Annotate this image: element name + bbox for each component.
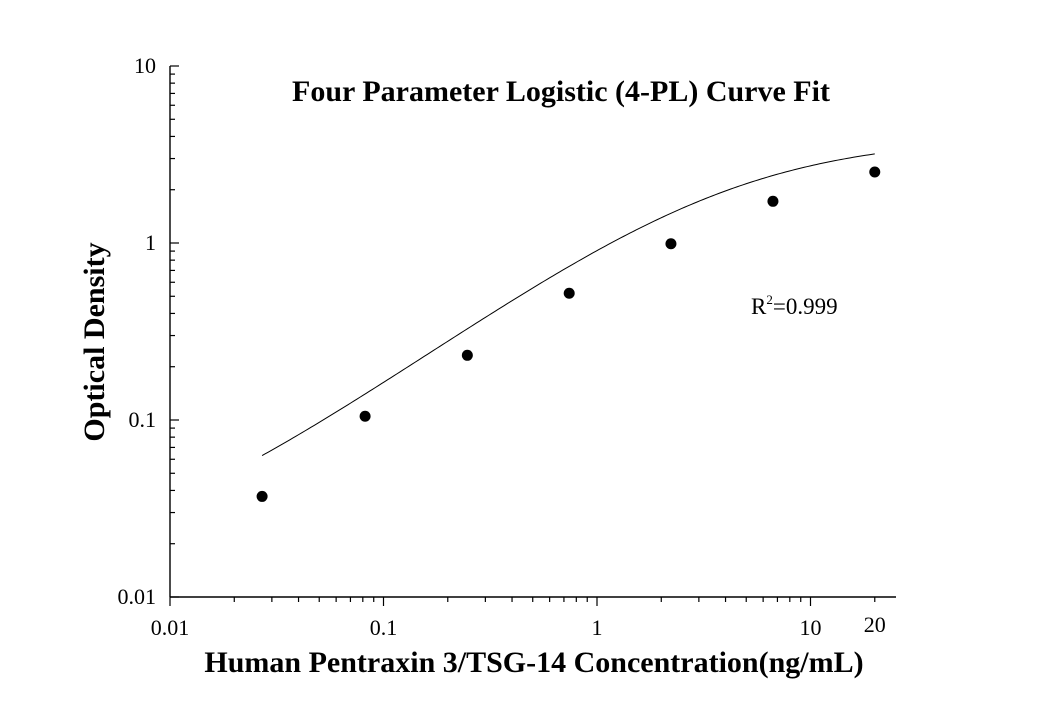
data-point: [461, 349, 473, 361]
y-axis-ticks: 0.01 0.1 1 10: [118, 53, 179, 609]
y-tick-label: 0.01: [118, 584, 157, 609]
chart-title: Four Parameter Logistic (4-PL) Curve Fit: [292, 75, 830, 108]
r2-value: =0.999: [773, 294, 838, 319]
fit-curve: [261, 153, 875, 456]
y-axis-label: Optical Density: [78, 242, 111, 441]
data-points: [256, 166, 881, 502]
data-point: [256, 490, 268, 502]
r2-superscript: 2: [766, 292, 773, 307]
data-point: [359, 410, 371, 422]
x-tick-label: 0.01: [151, 615, 190, 640]
x-tick-label: 0.1: [370, 615, 398, 640]
data-point: [665, 238, 677, 250]
x-axis-ticks: 0.01 0.1 1 10 20: [151, 597, 886, 640]
r2-annotation: R2=0.999: [751, 292, 838, 319]
x-tick-label: 10: [800, 615, 822, 640]
y-tick-label: 1: [145, 230, 156, 255]
plot-area: 0.01 0.1 1 10 0.01 0.1 1 10 20: [118, 53, 896, 640]
x-tick-label: 20: [864, 612, 886, 637]
y-tick-label: 10: [134, 53, 156, 78]
x-axis-label: Human Pentraxin 3/TSG-14 Concentration(n…: [204, 646, 863, 679]
data-point: [563, 287, 575, 299]
data-point: [767, 195, 779, 207]
x-tick-label: 1: [592, 615, 603, 640]
data-point: [869, 166, 881, 178]
r2-label: R: [751, 294, 767, 319]
y-tick-label: 0.1: [129, 407, 157, 432]
